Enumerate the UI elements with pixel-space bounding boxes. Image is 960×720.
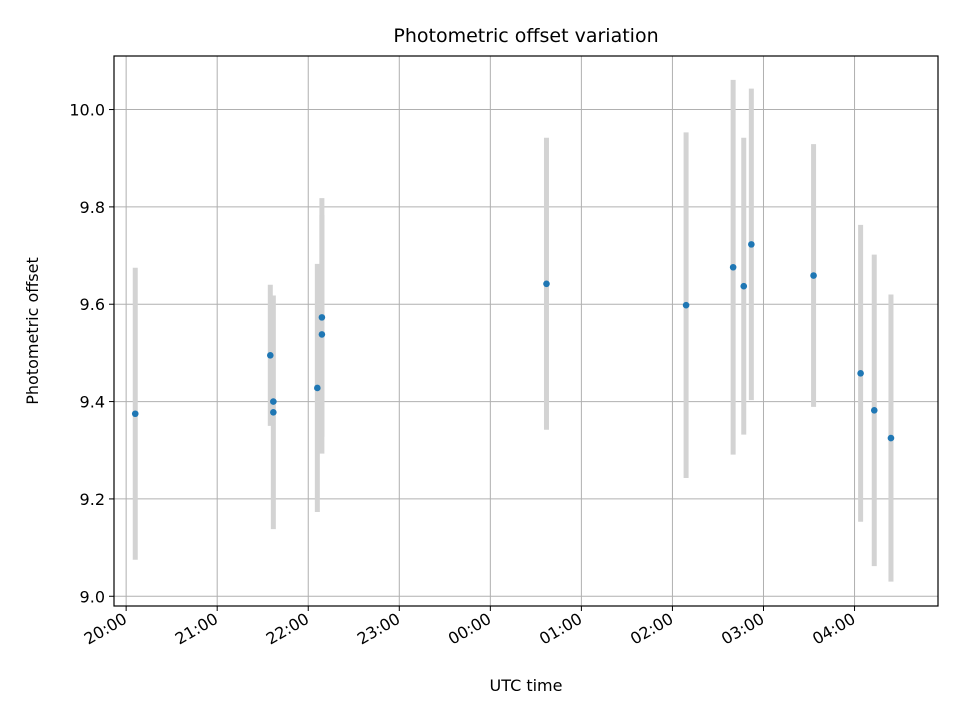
chart-title: Photometric offset variation [393,25,658,47]
x-axis-title: UTC time [490,676,563,695]
data-point [810,272,817,279]
data-point [318,331,326,338]
data-point [131,410,139,418]
data-point [887,434,895,442]
y-tick-label: 9.6 [80,295,105,314]
y-tick-label: 9.4 [80,393,105,412]
y-axis-title: Photometric offset [23,257,42,405]
data-points [131,241,895,442]
plot-area-frame [113,55,939,607]
data-point [870,407,878,414]
y-tick-label: 9.0 [80,587,105,606]
grid [114,56,938,606]
data-point [270,408,277,416]
y-tick-label: 10.0 [69,101,105,120]
data-point [682,301,690,309]
y-axis-ticks: 9.0 9.2 9.4 9.6 9.8 10.0 [69,101,114,606]
data-point [543,280,550,288]
y-tick-label: 9.8 [80,198,105,217]
data-point [729,263,737,271]
data-point [857,370,864,377]
data-point [318,314,326,321]
data-point [740,282,748,290]
data-point [314,384,321,392]
data-point [748,241,755,248]
data-point [267,352,274,359]
y-tick-label: 9.2 [80,490,105,509]
data-point [270,398,277,405]
